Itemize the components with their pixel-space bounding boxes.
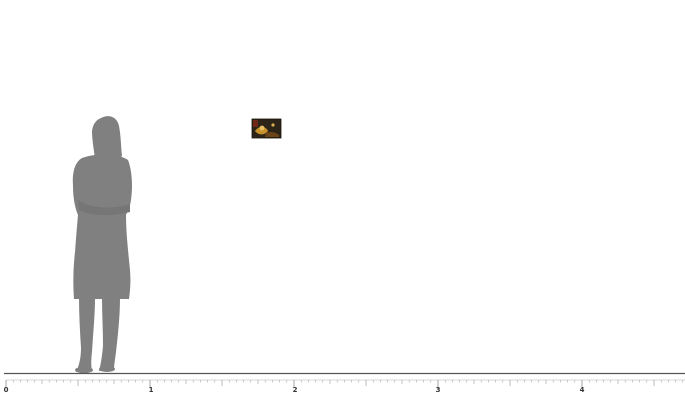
- woman-silhouette-icon: [72, 116, 132, 374]
- tick-label-0: 0: [4, 386, 9, 394]
- tick-label-3: 3: [436, 386, 441, 394]
- tick-label-1: 1: [149, 386, 154, 394]
- tick-label-2: 2: [293, 386, 298, 394]
- tick-label-4: 4: [580, 386, 585, 394]
- measurement-ruler: 0 1 2 3 4: [4, 379, 685, 394]
- painting-thumbnail: [251, 118, 282, 139]
